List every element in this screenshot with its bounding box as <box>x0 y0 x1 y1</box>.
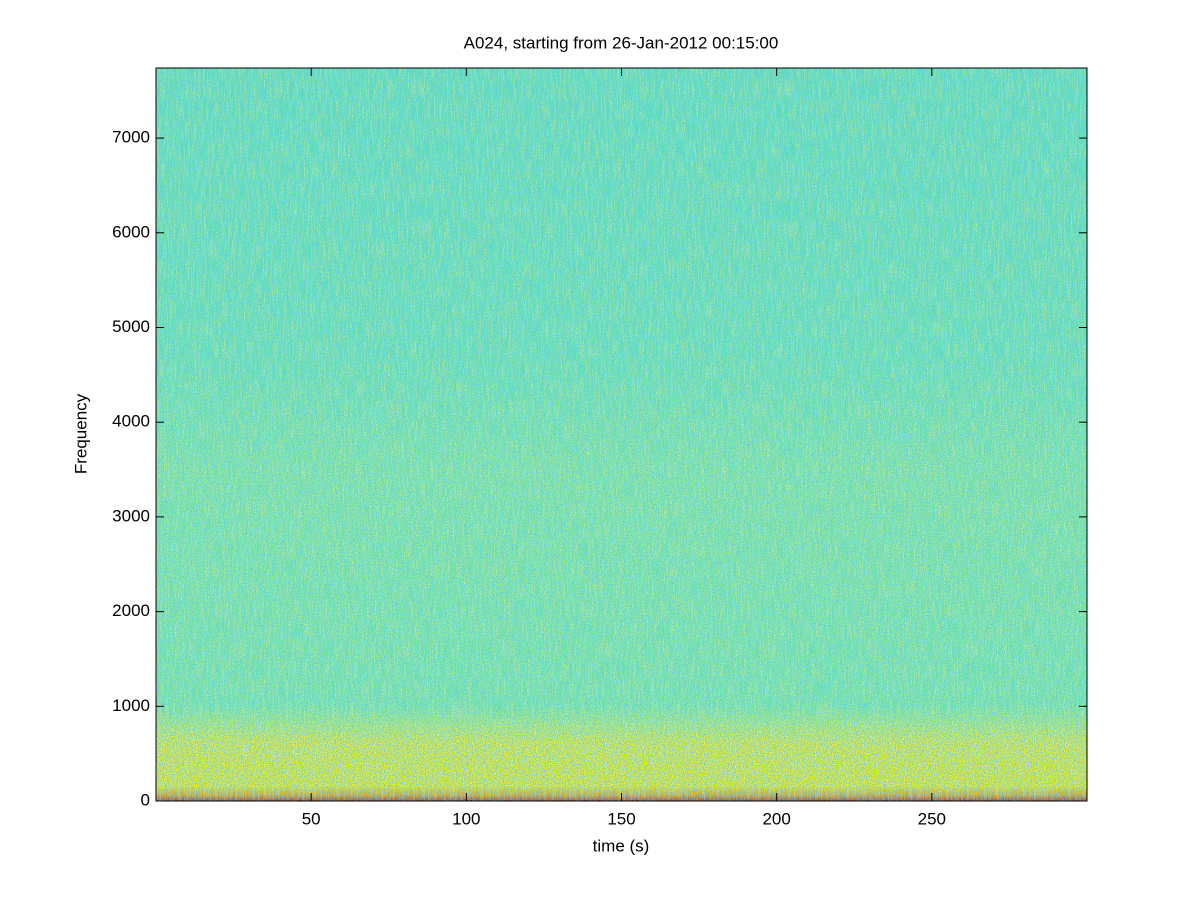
y-tick-label: 2000 <box>112 601 150 620</box>
y-tick-label: 1000 <box>112 696 150 715</box>
y-tick-label: 5000 <box>112 317 150 336</box>
y-tick-label: 6000 <box>112 222 150 241</box>
y-tick-label: 7000 <box>112 128 150 147</box>
x-tick-label: 100 <box>452 809 480 828</box>
x-axis-label: time (s) <box>593 836 650 855</box>
x-tick-label: 200 <box>762 809 790 828</box>
chart-title: A024, starting from 26-Jan-2012 00:15:00 <box>464 33 779 52</box>
y-tick-label: 0 <box>141 790 150 809</box>
spectrogram-speckle <box>156 68 1087 801</box>
x-tick-label: 50 <box>302 809 321 828</box>
y-tick-label: 3000 <box>112 506 150 525</box>
y-axis-label: Frequency <box>71 393 90 474</box>
x-tick-label: 150 <box>607 809 635 828</box>
x-tick-label: 250 <box>918 809 946 828</box>
y-tick-label: 4000 <box>112 412 150 431</box>
